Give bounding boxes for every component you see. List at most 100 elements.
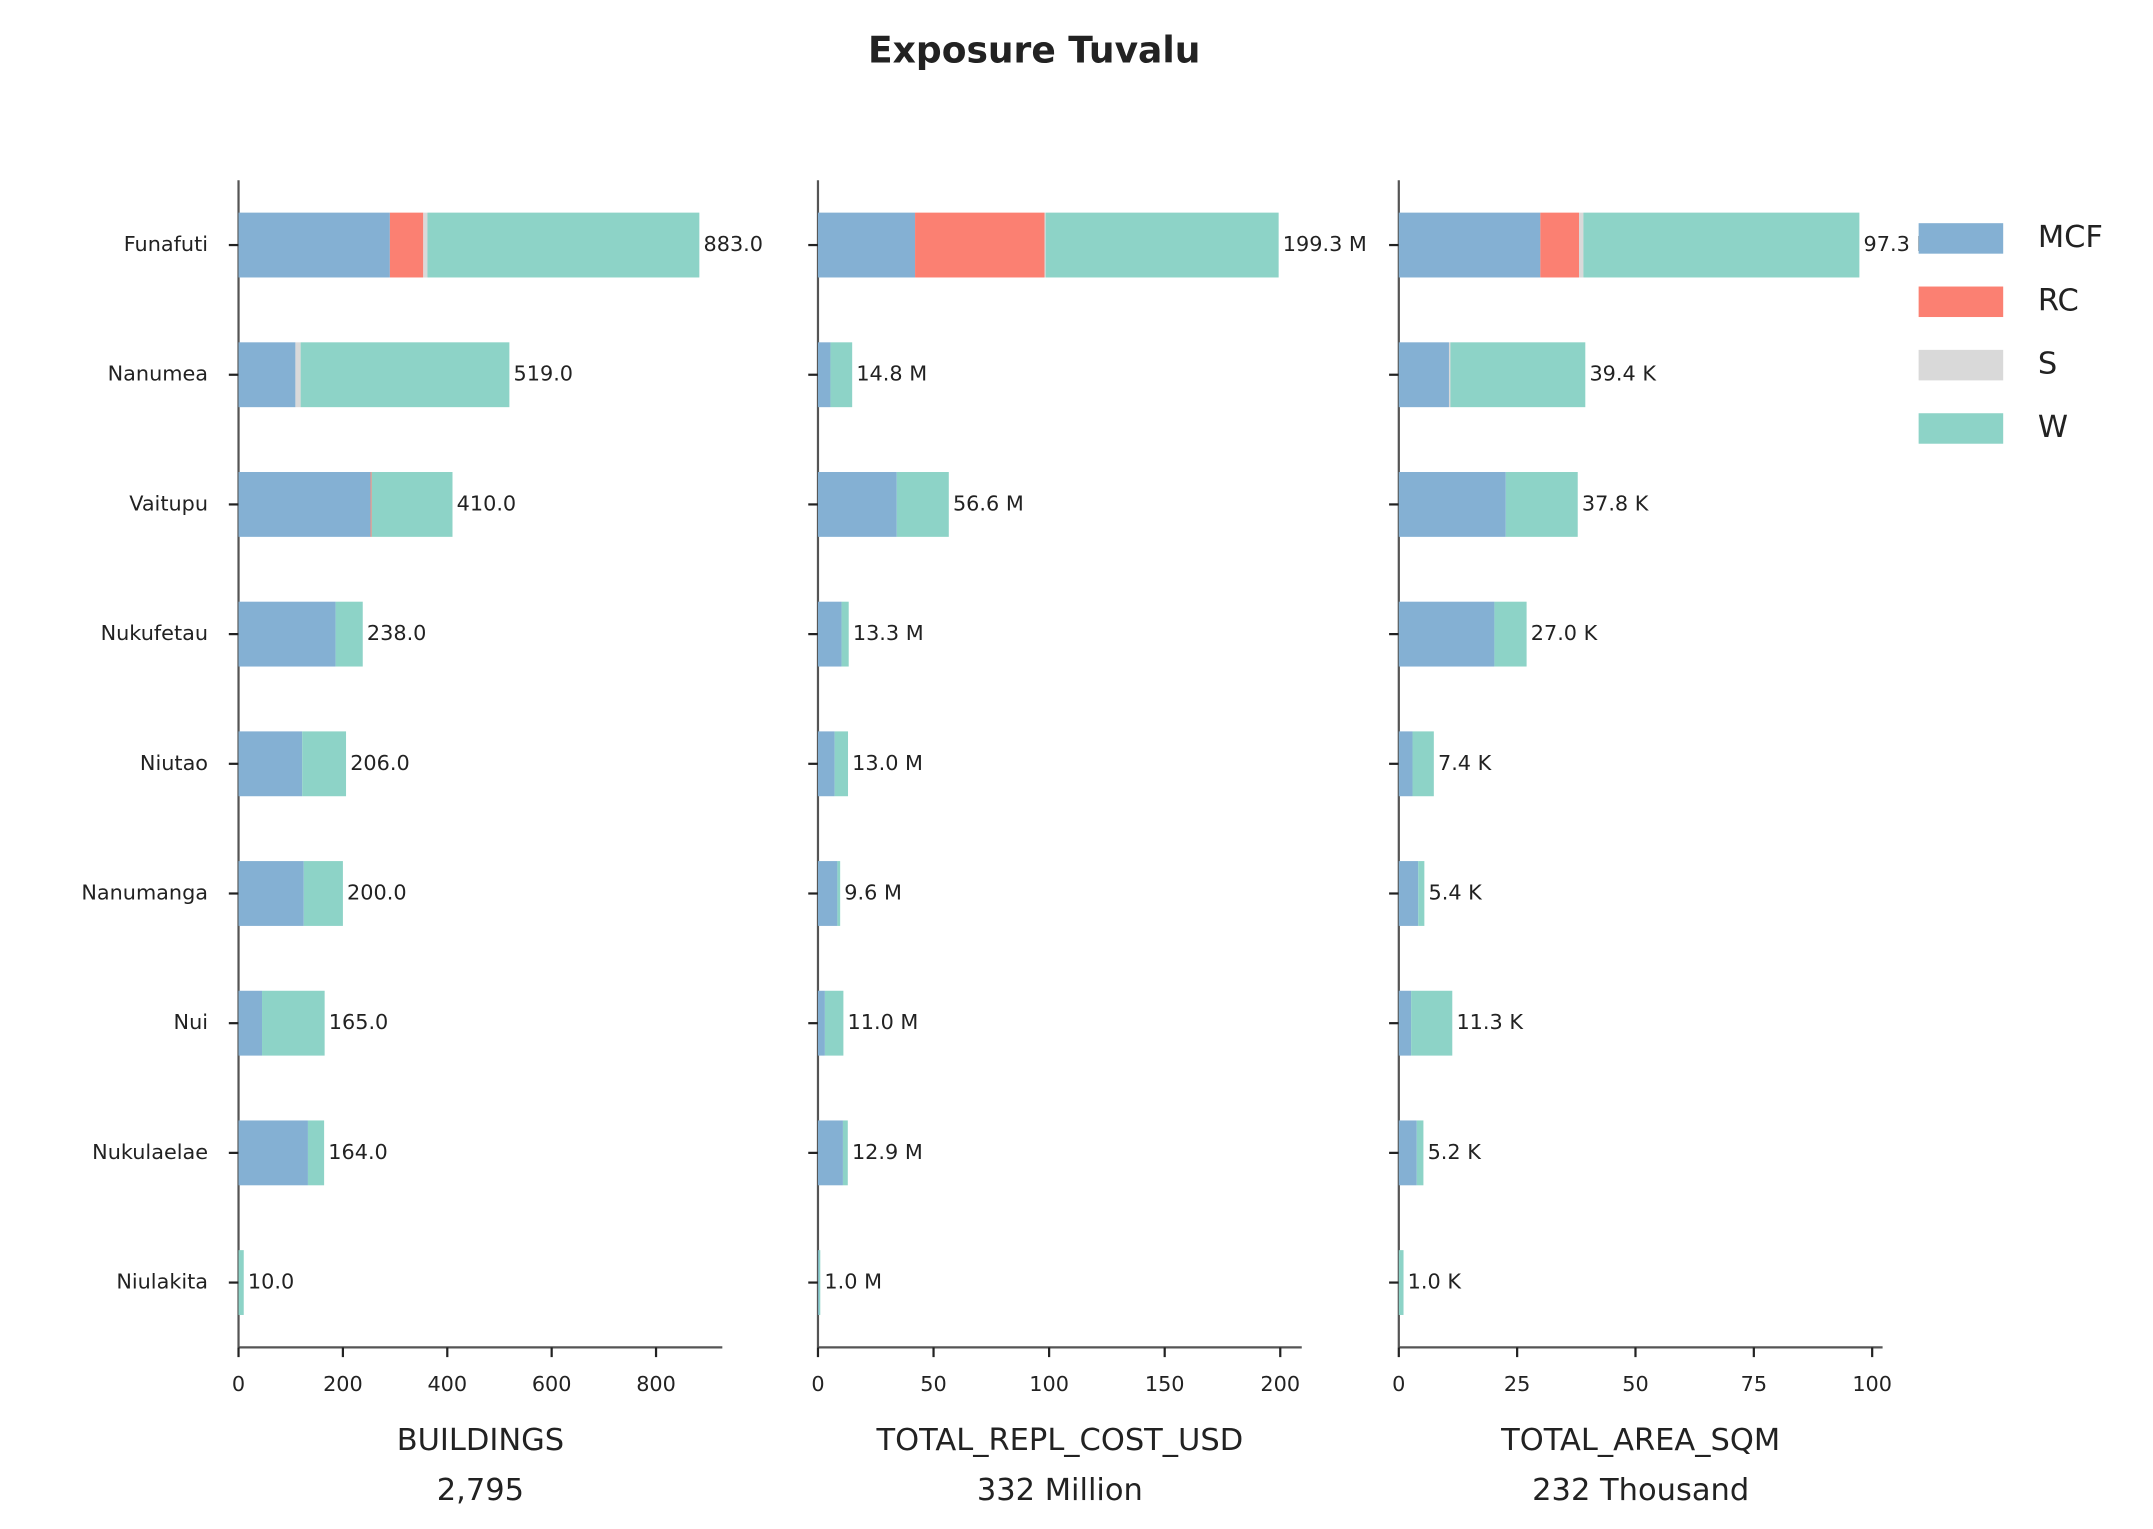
value-label: 39.4 K: [1589, 362, 1657, 386]
value-label: 5.4 K: [1429, 880, 1484, 904]
bar-segment: [295, 342, 301, 408]
value-label: 238.0: [367, 621, 426, 645]
bar-segment: [817, 472, 897, 537]
value-label: 12.9 M: [852, 1140, 923, 1164]
bar-segment: [1045, 212, 1279, 278]
legend-swatch: [1918, 413, 2004, 444]
value-label: 13.3 M: [853, 621, 924, 645]
x-tick-label: 0: [232, 1372, 245, 1396]
x-tick-label: 600: [532, 1372, 572, 1396]
x-tick-label: 800: [636, 1372, 676, 1396]
y-tick-label: Nukufetau: [101, 621, 208, 645]
value-label: 165.0: [329, 1010, 389, 1034]
bar-segment: [427, 212, 700, 278]
bar-segment: [1398, 861, 1419, 926]
y-tick-label: Nanumea: [108, 362, 208, 386]
bar-segment: [238, 1120, 308, 1186]
legend-label: RC: [2038, 283, 2079, 318]
value-label: 1.0 K: [1408, 1270, 1463, 1294]
value-label: 519.0: [514, 362, 574, 386]
bar-segment: [307, 1120, 325, 1186]
x-tick-label: 0: [1392, 1372, 1405, 1396]
y-tick-label: Funafuti: [124, 232, 208, 256]
bar-segment: [1412, 731, 1434, 797]
value-label: 5.2 K: [1428, 1140, 1483, 1164]
legend-label: W: [2038, 410, 2068, 445]
bar-segment: [238, 731, 303, 797]
value-label: 164.0: [328, 1140, 388, 1164]
value-label: 27.0 K: [1531, 621, 1599, 645]
bar-segment: [1398, 472, 1506, 537]
value-label: 410.0: [457, 491, 516, 515]
bar-segment: [370, 472, 372, 537]
bar-segment: [817, 1250, 819, 1315]
value-label: 37.8 K: [1582, 491, 1650, 515]
value-label: 13.0 M: [852, 751, 923, 775]
bar-segment: [1448, 342, 1451, 408]
bar-segment: [1450, 342, 1586, 408]
bar-segment: [423, 212, 428, 278]
x-tick-label: 100: [1852, 1372, 1892, 1396]
bar-segment: [837, 861, 841, 926]
x-tick-label: 200: [1260, 1372, 1300, 1396]
value-label: 10.0: [248, 1270, 294, 1294]
value-label: 14.8 M: [856, 362, 927, 386]
bar-segment: [817, 342, 831, 408]
bar-segment: [817, 1120, 843, 1186]
x-tick-label: 100: [1029, 1372, 1069, 1396]
bar-segment: [1398, 342, 1449, 408]
bar-segment: [817, 731, 835, 797]
bar-segment: [335, 601, 363, 667]
x-axis-note: 332 Million: [977, 1473, 1143, 1508]
bar-segment: [1505, 472, 1578, 537]
x-axis-label: TOTAL_AREA_SQM: [1500, 1423, 1780, 1458]
x-axis-note: 232 Thousand: [1532, 1473, 1749, 1508]
value-label: 200.0: [347, 880, 407, 904]
legend-swatch: [1918, 286, 2004, 318]
x-axis-label: BUILDINGS: [397, 1423, 564, 1458]
x-tick-label: 400: [427, 1372, 467, 1396]
bar-segment: [817, 212, 916, 278]
bar-segment: [1398, 731, 1413, 797]
bar-segment: [818, 1250, 821, 1315]
bar-segment: [817, 861, 838, 926]
bar-segment: [262, 990, 325, 1056]
bar-segment: [1418, 861, 1425, 926]
bar-segment: [1540, 212, 1580, 278]
bar-segment: [1398, 1120, 1417, 1186]
value-label: 11.0 M: [848, 1010, 919, 1034]
bar-segment: [238, 212, 390, 278]
bar-segment: [1398, 1250, 1404, 1315]
bar-segment: [830, 342, 853, 408]
y-tick-label: Niutao: [140, 751, 208, 775]
bar-segment: [300, 342, 510, 408]
y-tick-label: Niulakita: [116, 1270, 208, 1294]
value-label: 199.3 M: [1283, 232, 1367, 256]
bar-segment: [1411, 990, 1453, 1056]
value-label: 1.0 M: [824, 1270, 882, 1294]
chart-title: Exposure Tuvalu: [868, 31, 1200, 72]
bar-segment: [817, 601, 842, 667]
legend-swatch: [1918, 223, 2004, 254]
bar-segment: [1398, 601, 1495, 667]
bar-segment: [389, 212, 424, 278]
bar-segment: [1398, 212, 1541, 278]
bar-segment: [841, 601, 849, 667]
y-tick-label: Vaitupu: [129, 491, 208, 515]
bar-segment: [238, 342, 296, 408]
bar-segment: [238, 601, 336, 667]
bar-segment: [1579, 212, 1584, 278]
legend-label: MCF: [2038, 220, 2103, 255]
value-label: 56.6 M: [953, 491, 1024, 515]
bar-segment: [1398, 990, 1412, 1056]
x-axis-note: 2,795: [437, 1473, 524, 1508]
x-tick-label: 50: [1622, 1372, 1648, 1396]
bar-segment: [238, 472, 371, 537]
bar-segment: [1583, 212, 1860, 278]
bar-segment: [834, 731, 849, 797]
value-label: 883.0: [704, 232, 764, 256]
x-tick-label: 200: [323, 1372, 363, 1396]
y-tick-label: Nui: [174, 1010, 208, 1034]
